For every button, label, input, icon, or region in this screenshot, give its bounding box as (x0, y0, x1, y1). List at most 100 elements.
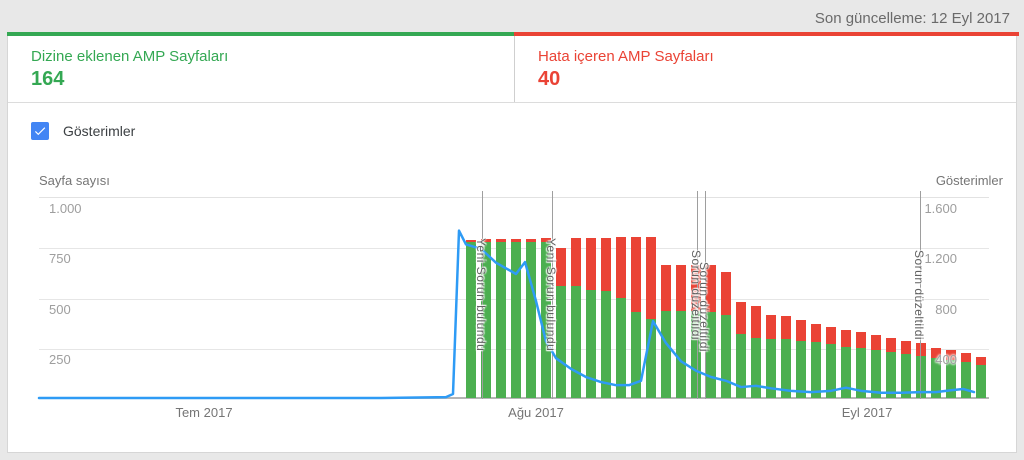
bar-errors-segment (931, 347, 941, 358)
left-axis-tick: 750 (49, 251, 71, 267)
amp-pages-bar[interactable] (466, 240, 476, 398)
bar-indexed-segment (931, 357, 941, 398)
amp-pages-bar[interactable] (751, 305, 761, 398)
annotation-label: Yeni Sorun bulundu (544, 238, 558, 352)
amp-pages-bar[interactable] (661, 265, 671, 398)
right-axis-tick: 400 (935, 351, 957, 367)
annotation-line (697, 191, 698, 399)
left-axis-tick: 500 (49, 301, 71, 317)
bar-errors-segment (661, 265, 671, 311)
amp-pages-bar[interactable] (691, 265, 701, 398)
amp-pages-bar[interactable] (946, 349, 956, 398)
amp-pages-bar[interactable] (706, 265, 716, 398)
bar-indexed-segment (961, 361, 971, 398)
indexed-tab-accent (7, 32, 514, 36)
amp-pages-bar[interactable] (961, 352, 971, 398)
indexed-tab-value: 164 (31, 68, 65, 90)
amp-pages-bar[interactable] (871, 334, 881, 398)
bar-errors-segment (541, 238, 551, 243)
bar-indexed-segment (481, 242, 491, 398)
amp-pages-bar[interactable] (811, 323, 821, 398)
amp-pages-bar[interactable] (481, 239, 491, 398)
amp-pages-bar[interactable] (571, 238, 581, 398)
amp-pages-bar[interactable] (916, 342, 926, 398)
bar-errors-segment (961, 352, 971, 362)
amp-pages-bar[interactable] (856, 331, 866, 398)
bar-indexed-segment (691, 310, 701, 398)
bar-errors-segment (676, 265, 686, 311)
amp-pages-bar[interactable] (976, 357, 986, 398)
bar-errors-segment (571, 238, 581, 287)
annotation-label: Yeni Sorun bulundu (474, 238, 488, 352)
bar-errors-segment (766, 314, 776, 339)
bar-indexed-segment (856, 347, 866, 398)
impressions-checkbox-label[interactable]: Gösterimler (63, 123, 136, 139)
indexed-tab-label: Dizine eklenen AMP Sayfaları (31, 48, 229, 65)
tab-error-amp-pages[interactable]: Hata içeren AMP Sayfaları 40 (514, 36, 1016, 102)
bar-indexed-segment (736, 333, 746, 398)
bar-errors-segment (976, 357, 986, 366)
amp-pages-bar[interactable] (796, 319, 806, 398)
bar-errors-segment (841, 329, 851, 347)
bar-indexed-segment (496, 242, 506, 398)
amp-pages-bar[interactable] (841, 329, 851, 398)
amp-pages-bar[interactable] (511, 239, 521, 398)
impressions-checkbox[interactable] (31, 122, 49, 140)
amp-pages-bar[interactable] (616, 237, 626, 398)
x-axis-labels: Tem 2017 Ağu 2017 Eyl 2017 (39, 405, 989, 425)
amp-pages-bar[interactable] (646, 237, 656, 398)
bar-indexed-segment (706, 311, 716, 398)
bar-indexed-segment (901, 353, 911, 398)
bar-errors-segment (946, 349, 956, 360)
bar-errors-segment (511, 239, 521, 243)
bar-indexed-segment (556, 286, 566, 398)
bar-indexed-segment (781, 338, 791, 398)
last-update-text: Son güncelleme: 12 Eyl 2017 (814, 9, 1010, 27)
x-axis-month-label: Tem 2017 (175, 405, 233, 420)
bar-errors-segment (736, 301, 746, 334)
bar-indexed-segment (811, 341, 821, 398)
amp-pages-bar[interactable] (931, 347, 941, 398)
bar-errors-segment (781, 315, 791, 339)
amp-report-card: Dizine eklenen AMP Sayfaları 164 Hata iç… (7, 32, 1019, 453)
bar-errors-segment (751, 305, 761, 338)
bar-errors-segment (901, 340, 911, 354)
bar-errors-segment (586, 238, 596, 291)
amp-pages-bar[interactable] (736, 301, 746, 398)
left-axis-tick: 1.000 (49, 201, 82, 216)
tab-indexed-amp-pages[interactable]: Dizine eklenen AMP Sayfaları 164 (8, 36, 514, 102)
amp-pages-bar[interactable] (631, 237, 641, 398)
bar-errors-segment (871, 334, 881, 350)
amp-pages-bar[interactable] (766, 314, 776, 398)
bar-indexed-segment (631, 311, 641, 398)
left-axis-title: Sayfa sayısı (39, 173, 110, 188)
annotation-line (920, 191, 921, 399)
right-axis-tick: 1.600 (924, 201, 957, 216)
right-axis-title: Gösterimler (935, 173, 1003, 188)
amp-pages-bar[interactable] (586, 238, 596, 398)
bar-errors-segment (796, 319, 806, 341)
bar-indexed-segment (511, 242, 521, 398)
errors-tab-accent (514, 32, 1019, 36)
amp-pages-bar[interactable] (496, 239, 506, 398)
amp-pages-bar[interactable] (901, 340, 911, 398)
x-axis-month-label: Eyl 2017 (841, 405, 893, 420)
bar-errors-segment (556, 248, 566, 287)
bar-errors-segment (466, 240, 476, 243)
amp-pages-bar[interactable] (541, 238, 551, 398)
amp-pages-bar[interactable] (886, 337, 896, 398)
bar-indexed-segment (766, 338, 776, 398)
annotation-label: Sorun düzeltildi (912, 250, 926, 341)
amp-pages-bar[interactable] (721, 272, 731, 398)
amp-pages-bar[interactable] (676, 265, 686, 398)
bar-indexed-segment (586, 290, 596, 398)
amp-pages-bar[interactable] (526, 239, 536, 398)
amp-pages-bar[interactable] (781, 315, 791, 398)
amp-pages-bar[interactable] (556, 248, 566, 398)
bar-indexed-segment (616, 297, 626, 398)
amp-pages-bar[interactable] (601, 238, 611, 398)
bar-indexed-segment (646, 318, 656, 398)
bar-indexed-segment (886, 351, 896, 398)
amp-pages-bar[interactable] (826, 326, 836, 398)
bar-errors-segment (886, 337, 896, 352)
